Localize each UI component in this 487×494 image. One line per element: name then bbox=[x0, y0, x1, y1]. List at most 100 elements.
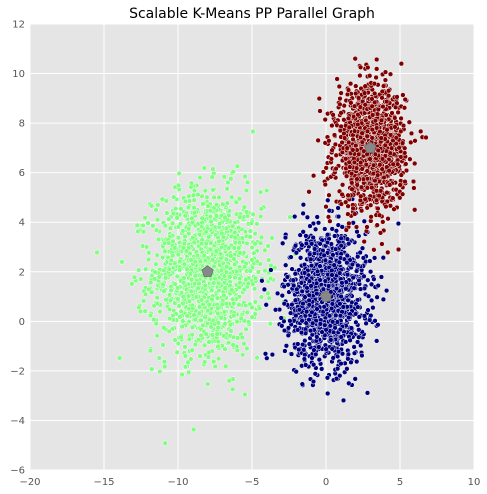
scatter-point bbox=[307, 251, 313, 257]
scatter-point bbox=[243, 277, 249, 283]
scatter-point bbox=[303, 320, 309, 326]
scatter-point bbox=[166, 240, 172, 246]
scatter-point bbox=[242, 264, 248, 270]
scatter-point bbox=[296, 346, 302, 353]
scatter-point bbox=[137, 308, 144, 315]
scatter-point bbox=[351, 159, 358, 166]
scatter-point bbox=[332, 246, 339, 252]
scatter-point bbox=[172, 245, 178, 251]
scatter-point bbox=[335, 205, 341, 211]
scatter-point bbox=[166, 328, 172, 335]
scatter-point bbox=[213, 248, 219, 254]
scatter-point bbox=[202, 188, 208, 194]
scatter-point bbox=[174, 215, 180, 221]
scatter-point bbox=[216, 280, 222, 286]
scatter-point bbox=[218, 315, 224, 321]
scatter-point bbox=[339, 182, 346, 188]
scatter-point bbox=[411, 185, 417, 191]
scatter-point bbox=[296, 307, 303, 313]
scatter-point bbox=[380, 83, 387, 89]
scatter-points bbox=[94, 56, 429, 446]
scatter-point bbox=[267, 276, 274, 282]
scatter-point bbox=[361, 238, 367, 245]
scatter-point bbox=[373, 197, 380, 203]
scatter-point bbox=[399, 191, 406, 197]
scatter-point bbox=[287, 318, 293, 324]
scatter-point bbox=[369, 126, 375, 133]
scatter-point bbox=[345, 297, 351, 303]
scatter-point bbox=[236, 224, 242, 231]
scatter-point bbox=[389, 110, 395, 116]
scatter-point bbox=[364, 224, 370, 230]
scatter-point bbox=[364, 390, 371, 396]
scatter-point bbox=[162, 223, 169, 229]
scatter-point bbox=[160, 254, 166, 261]
scatter-point bbox=[169, 220, 176, 227]
scatter-point bbox=[192, 316, 198, 323]
scatter-point bbox=[333, 376, 340, 382]
scatter-point bbox=[353, 319, 359, 325]
scatter-point bbox=[244, 179, 251, 186]
scatter-point bbox=[230, 223, 236, 229]
scatter-point bbox=[363, 320, 369, 327]
scatter-point bbox=[249, 314, 255, 320]
scatter-point bbox=[330, 329, 337, 335]
scatter-point bbox=[402, 96, 408, 103]
scatter-point bbox=[390, 195, 396, 201]
scatter-point bbox=[322, 226, 328, 232]
scatter-point bbox=[154, 300, 161, 307]
scatter-point bbox=[343, 339, 349, 345]
scatter-point bbox=[213, 202, 220, 208]
scatter-point bbox=[186, 298, 193, 304]
scatter-point bbox=[346, 380, 352, 386]
scatter-point bbox=[343, 156, 349, 162]
scatter-point bbox=[272, 307, 279, 313]
scatter-point bbox=[226, 208, 233, 214]
scatter-point bbox=[201, 165, 207, 171]
scatter-point bbox=[203, 229, 209, 235]
scatter-point bbox=[239, 334, 246, 341]
scatter-point bbox=[249, 257, 255, 263]
scatter-point bbox=[272, 265, 278, 271]
scatter-point bbox=[161, 359, 168, 365]
scatter-point bbox=[339, 224, 345, 230]
scatter-point bbox=[345, 351, 352, 357]
scatter-point bbox=[374, 111, 381, 117]
scatter-point bbox=[331, 132, 338, 138]
scatter-point bbox=[191, 210, 198, 216]
scatter-point bbox=[261, 286, 268, 293]
scatter-point bbox=[206, 349, 212, 356]
scatter-point bbox=[361, 273, 367, 279]
scatter-point bbox=[338, 110, 344, 116]
scatter-point bbox=[319, 329, 325, 335]
scatter-point bbox=[314, 214, 320, 220]
scatter-point bbox=[287, 310, 294, 316]
scatter-point bbox=[306, 297, 312, 304]
scatter-point bbox=[402, 145, 408, 151]
scatter-point bbox=[377, 128, 383, 135]
scatter-point bbox=[398, 61, 405, 67]
scatter-point bbox=[345, 192, 351, 198]
scatter-point bbox=[163, 297, 169, 303]
scatter-point bbox=[204, 320, 211, 327]
scatter-point bbox=[249, 244, 255, 251]
scatter-point bbox=[352, 56, 358, 62]
scatter-point bbox=[314, 290, 320, 297]
scatter-point bbox=[310, 362, 317, 368]
scatter-point bbox=[317, 321, 324, 327]
scatter-point bbox=[155, 236, 162, 243]
scatter-point bbox=[148, 279, 154, 286]
scatter-point bbox=[327, 323, 333, 329]
scatter-point bbox=[345, 87, 352, 93]
scatter-point bbox=[255, 269, 262, 275]
scatter-point bbox=[249, 304, 255, 311]
scatter-point bbox=[374, 56, 380, 63]
scatter-point bbox=[408, 130, 415, 137]
scatter-point bbox=[357, 104, 364, 110]
scatter-point bbox=[252, 311, 258, 317]
scatter-point bbox=[382, 69, 389, 75]
scatter-point bbox=[154, 217, 161, 223]
scatter-point bbox=[140, 229, 147, 235]
scatter-point bbox=[334, 319, 341, 325]
scatter-point bbox=[332, 141, 339, 148]
